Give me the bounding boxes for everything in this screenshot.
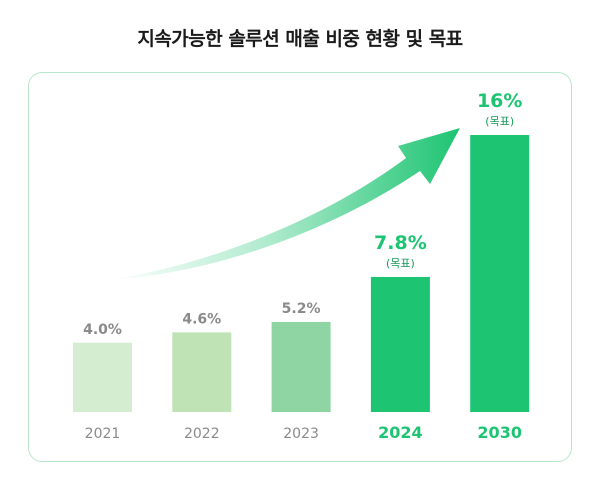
category-label-2023: 2023 (283, 426, 319, 442)
value-label-2021: 4.0% (83, 322, 122, 338)
value-label-2022: 4.6% (182, 311, 221, 327)
value-label-2030: 16% (477, 90, 522, 112)
chart-title: 지속가능한 솔루션 매출 비중 현황 및 목표 (137, 28, 463, 50)
bar-2024 (370, 276, 430, 412)
value-label-2023: 5.2% (282, 301, 321, 317)
growth-arrow (110, 128, 460, 280)
category-label-2022: 2022 (184, 426, 220, 442)
category-label-2024: 2024 (378, 423, 423, 442)
bar-2023 (271, 321, 331, 412)
target-note-2024: (목표) (386, 257, 415, 270)
category-label-2021: 2021 (85, 426, 121, 442)
value-label-2024: 7.8% (374, 232, 427, 254)
bar-2030 (470, 135, 530, 412)
target-note-2030: (목표) (485, 115, 514, 128)
bar-2021 (73, 342, 132, 412)
bar-2022 (172, 332, 232, 412)
category-label-2030: 2030 (477, 423, 522, 442)
